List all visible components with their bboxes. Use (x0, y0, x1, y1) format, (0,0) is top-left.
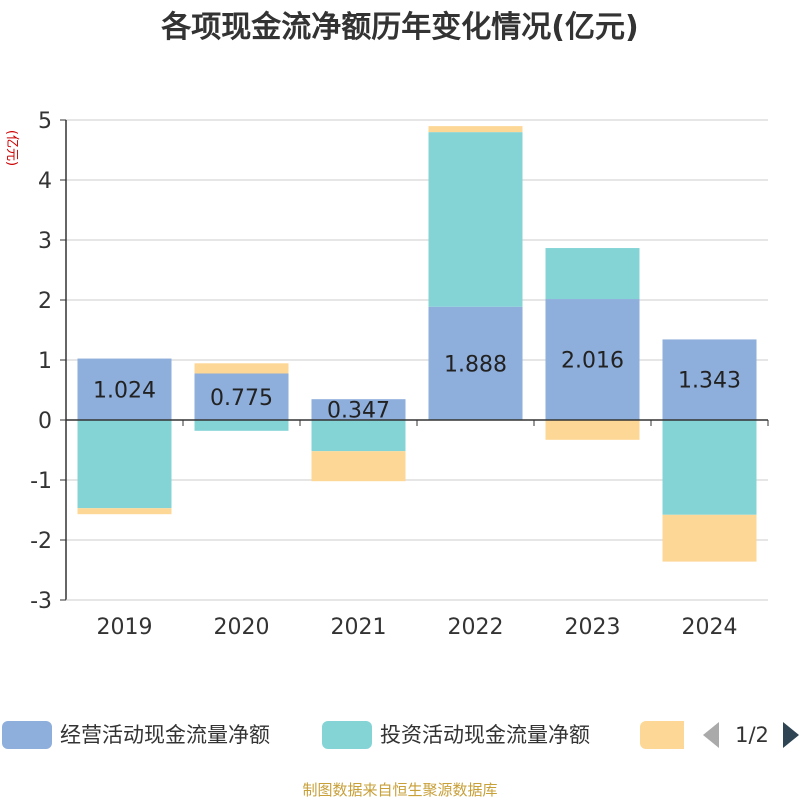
y-tick-label: 2 (38, 289, 52, 314)
data-label-2021: 0.347 (327, 399, 390, 424)
y-tick-label: 3 (38, 229, 52, 254)
y-tick-label: 0 (38, 409, 52, 434)
bar-2021-series-3[interactable] (311, 451, 406, 482)
bar-2019-series-2[interactable] (77, 420, 172, 509)
arrow-left-icon[interactable] (703, 722, 719, 748)
y-tick-label: -2 (30, 529, 52, 554)
data-label-2020: 0.775 (210, 386, 273, 411)
bar-2023-series-3[interactable] (545, 420, 640, 440)
y-tick-label: 4 (38, 169, 52, 194)
source-note: 制图数据来自恒生聚源数据库 (302, 781, 497, 799)
bar-2021-series-1[interactable] (311, 399, 406, 420)
data-label-2024: 1.343 (678, 369, 741, 394)
bar-2022-series-1[interactable] (428, 306, 523, 420)
data-label-2023: 2.016 (561, 349, 624, 374)
legend[interactable]: 经营活动现金流量净额 投资活动现金流量净额 1/2 (2, 716, 799, 756)
bar-2019-series-1[interactable] (77, 358, 172, 420)
legend-swatch-series-3[interactable] (640, 721, 690, 749)
bar-2020-series-2[interactable] (194, 420, 289, 431)
data-label-2022: 1.888 (444, 352, 507, 377)
bar-2020-series-3[interactable] (194, 363, 289, 374)
gridlines (66, 119, 768, 601)
axes: 5 4 3 2 1 0 -1 -2 -3 2019 2020 2021 2022 2023 2024 (30, 109, 769, 640)
bar-2021-series-2[interactable] (311, 420, 406, 452)
legend-clip (684, 716, 700, 756)
arrow-right-icon[interactable] (783, 722, 799, 748)
bar-2024-series-1[interactable] (662, 339, 757, 420)
y-tick-label: 1 (38, 349, 52, 374)
legend-label-series-1[interactable]: 经营活动现金流量净额 (60, 723, 270, 747)
legend-swatch-series-1[interactable] (2, 721, 52, 749)
legend-page-indicator: 1/2 (735, 723, 769, 747)
data-labels: 1.024 0.775 0.347 1.888 2.016 1.343 (93, 349, 741, 424)
x-tick-label: 2023 (565, 615, 621, 640)
y-tick-label: -1 (30, 469, 52, 494)
chart-title: 各项现金流净额历年变化情况(亿元) (160, 10, 638, 45)
data-label-2019: 1.024 (93, 378, 156, 403)
bar-2020-series-1[interactable] (194, 373, 289, 421)
bar-2022-series-3[interactable] (428, 126, 523, 133)
bar-2024-series-2[interactable] (662, 420, 757, 515)
legend-label-series-2[interactable]: 投资活动现金流量净额 (380, 723, 590, 747)
bars (77, 126, 757, 562)
bar-2023-series-2[interactable] (545, 248, 640, 300)
x-tick-label: 2024 (682, 615, 738, 640)
legend-swatch-series-2[interactable] (322, 721, 372, 749)
bar-2022-series-2[interactable] (428, 132, 523, 307)
bar-2024-series-3[interactable] (662, 514, 757, 562)
y-tick-label: -3 (30, 589, 52, 614)
x-tick-label: 2020 (214, 615, 270, 640)
bar-2023-series-1[interactable] (545, 299, 640, 420)
y-axis-unit: (亿元) (4, 130, 19, 166)
y-tick-label: 5 (38, 109, 52, 134)
bar-2019-series-3[interactable] (77, 508, 172, 515)
x-tick-label: 2022 (448, 615, 504, 640)
x-tick-label: 2019 (97, 615, 153, 640)
x-tick-label: 2021 (331, 615, 387, 640)
